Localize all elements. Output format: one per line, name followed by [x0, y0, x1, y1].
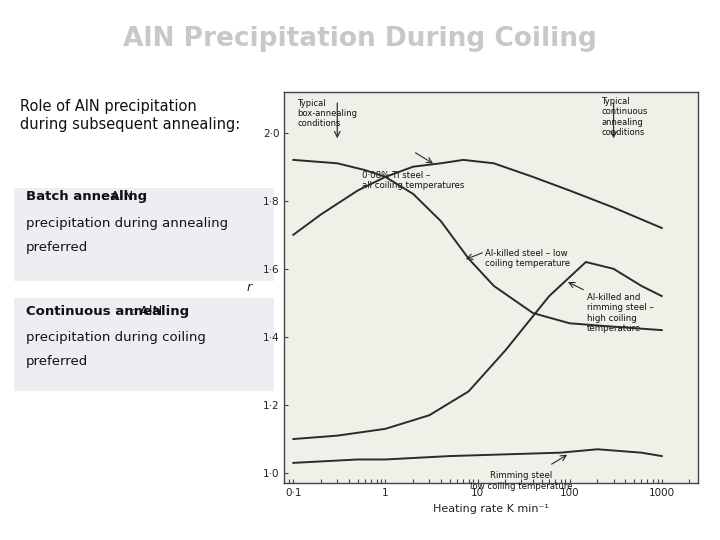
Text: FLAT ROLLING II - Equipment for Flat Rolling: FLAT ROLLING II - Equipment for Flat Rol…: [238, 516, 482, 525]
Text: preferred: preferred: [26, 355, 88, 368]
Text: : AlN: : AlN: [131, 305, 162, 318]
Text: Batch annealing: Batch annealing: [26, 190, 147, 204]
Text: precipitation during coiling: precipitation during coiling: [26, 330, 206, 344]
Text: precipitation during annealing: precipitation during annealing: [26, 217, 228, 230]
Text: preferred: preferred: [26, 241, 88, 254]
Text: Typical
box-annealing
conditions: Typical box-annealing conditions: [297, 99, 357, 129]
Text: r: r: [247, 281, 252, 294]
Text: Rimming steel
low coiling temperature: Rimming steel low coiling temperature: [470, 471, 572, 491]
FancyBboxPatch shape: [14, 298, 274, 391]
Text: AlN Precipitation During Coiling: AlN Precipitation During Coiling: [123, 26, 597, 52]
FancyBboxPatch shape: [14, 188, 274, 281]
Text: Al-killed steel – low
coiling temperature: Al-killed steel – low coiling temperatur…: [485, 249, 570, 268]
Text: Role of AlN precipitation
during subsequent annealing:: Role of AlN precipitation during subsequ…: [20, 99, 240, 132]
Text: Al-killed and
rimming steel –
high coiling
temperature: Al-killed and rimming steel – high coili…: [588, 293, 654, 333]
Text: Continuous annealing: Continuous annealing: [26, 305, 189, 318]
Text: : AlN: : AlN: [102, 190, 133, 204]
Text: Typical
continuous
annealing
conditions: Typical continuous annealing conditions: [601, 97, 647, 137]
Text: 28: 28: [684, 516, 698, 525]
X-axis label: Heating rate K min⁻¹: Heating rate K min⁻¹: [433, 504, 549, 514]
Text: 0·08% Ti steel –
all coiling temperatures: 0·08% Ti steel – all coiling temperature…: [361, 171, 464, 190]
